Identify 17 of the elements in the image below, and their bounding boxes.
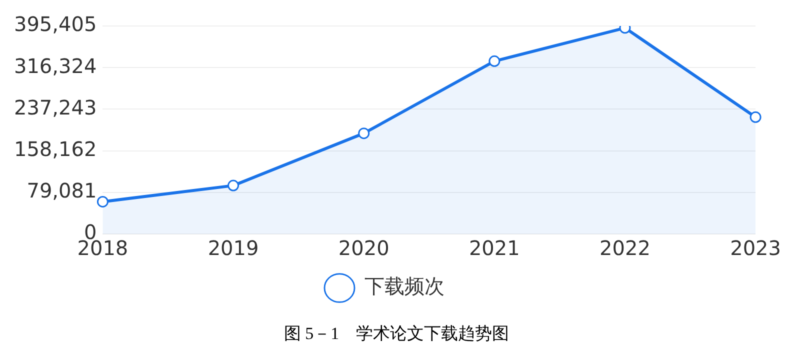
y-tick-label: 395,405 <box>14 12 97 36</box>
x-tick-label: 2021 <box>468 236 520 260</box>
point <box>358 128 370 140</box>
y-tick-label: 316,324 <box>14 54 97 78</box>
y-tick-label: 158,162 <box>14 137 97 162</box>
point <box>96 196 108 208</box>
y-tick-label: 79,081 <box>26 178 97 203</box>
caption: 图 5－1 学术论文下载趋势图 <box>282 323 510 345</box>
point <box>228 180 240 192</box>
point <box>488 55 500 67</box>
point <box>750 111 762 123</box>
x-tick-label: 2022 <box>600 236 650 260</box>
y-tick-label: 237,243 <box>14 95 97 120</box>
x-tick-label: 2019 <box>208 236 259 260</box>
x-tick-label: 2020 <box>338 236 390 260</box>
legend-label: 下载频次 <box>364 274 444 298</box>
x-tick-label: 2023 <box>730 236 782 260</box>
